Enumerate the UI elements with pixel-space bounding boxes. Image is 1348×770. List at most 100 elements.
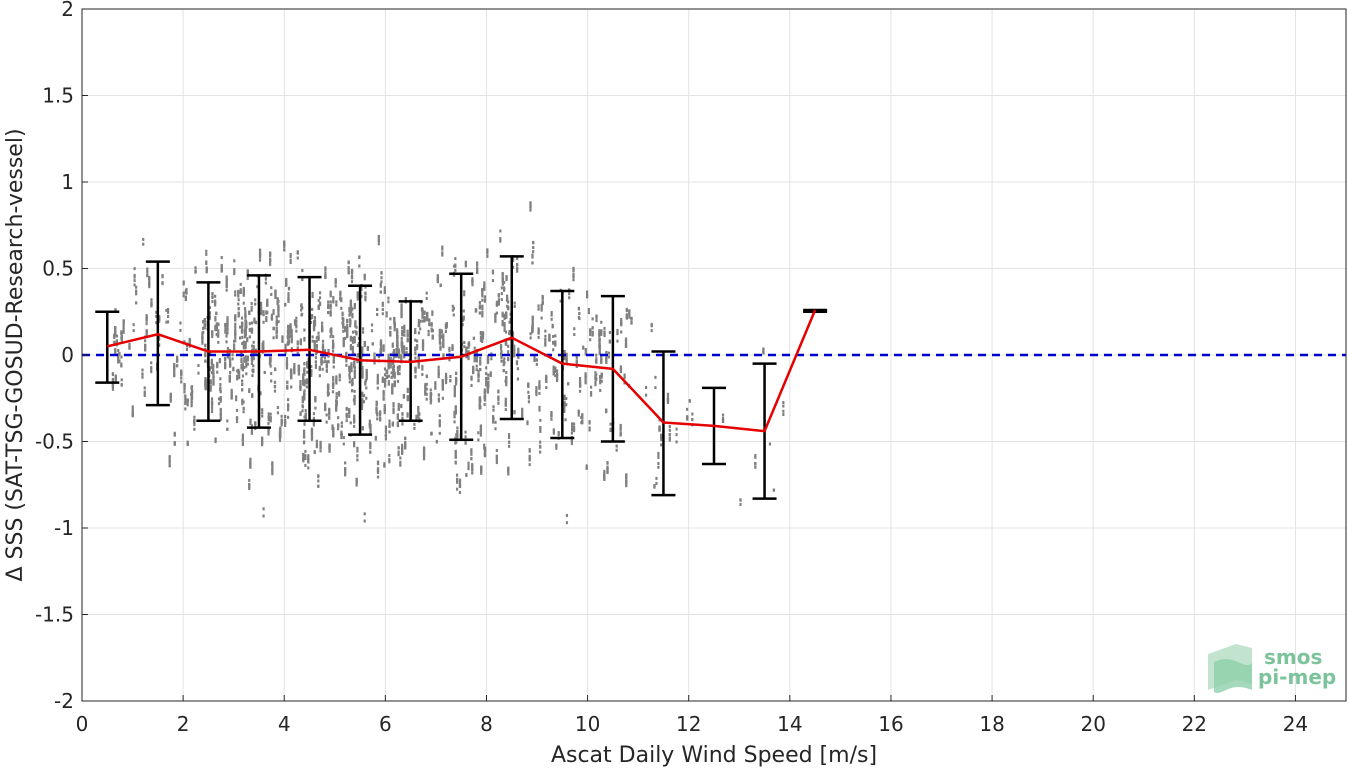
scatter-point: [254, 298, 257, 302]
scatter-point: [244, 342, 247, 346]
scatter-point: [400, 343, 403, 347]
scatter-point: [284, 351, 287, 355]
scatter-point: [552, 348, 555, 352]
scatter-point: [565, 355, 568, 359]
scatter-point: [350, 276, 354, 280]
scatter-point: [251, 393, 254, 397]
scatter-point: [258, 248, 262, 252]
scatter-point: [429, 394, 432, 398]
scatter-point: [293, 363, 296, 367]
scatter-point: [582, 346, 585, 350]
scatter-point: [499, 344, 503, 348]
scatter-point: [414, 356, 417, 360]
scatter-point: [241, 342, 244, 346]
scatter-point: [319, 442, 322, 446]
scatter-point: [190, 390, 194, 394]
scatter-point: [184, 295, 188, 299]
scatter-point: [241, 367, 245, 371]
scatter-point: [278, 433, 282, 437]
scatter-point: [335, 378, 338, 382]
scatter-point: [479, 425, 483, 429]
scatter-point: [572, 428, 576, 432]
scatter-point: [600, 320, 603, 324]
scatter-point: [414, 351, 417, 355]
scatter-point: [603, 473, 606, 477]
scatter-point: [349, 324, 352, 328]
scatter-point: [332, 335, 335, 339]
x-tick-label: 24: [1283, 712, 1308, 736]
scatter-point: [505, 370, 508, 374]
scatter-point: [225, 334, 228, 338]
scatter-point: [436, 274, 439, 278]
scatter-point: [353, 395, 356, 399]
scatter-point: [581, 413, 584, 417]
scatter-point: [551, 324, 554, 328]
scatter-point: [390, 375, 393, 379]
scatter-point: [210, 397, 214, 401]
scatter-point: [225, 288, 228, 292]
scatter-point: [365, 377, 368, 381]
scatter-point: [117, 358, 120, 362]
scatter-point: [388, 425, 391, 429]
scatter-point: [419, 319, 422, 323]
scatter-point: [535, 393, 538, 397]
scatter-point: [363, 344, 366, 348]
scatter-point: [368, 425, 371, 429]
scatter-point: [382, 393, 385, 397]
scatter-point: [339, 292, 342, 296]
scatter-point: [541, 301, 544, 305]
scatter-point: [438, 431, 441, 435]
scatter-point: [528, 456, 531, 460]
scatter-point: [548, 333, 551, 337]
scatter-point: [332, 296, 335, 300]
scatter-point: [318, 374, 321, 378]
scatter-point: [237, 298, 240, 302]
scatter-point: [483, 283, 486, 287]
scatter-point: [379, 339, 383, 343]
scatter-point: [458, 485, 462, 489]
scatter-point: [463, 290, 466, 294]
scatter-point: [606, 471, 609, 475]
scatter-point: [479, 335, 483, 339]
scatter-point: [230, 395, 233, 399]
scatter-point: [495, 311, 499, 315]
scatter-point: [285, 280, 288, 284]
scatter-point: [452, 313, 455, 317]
scatter-point: [161, 275, 164, 279]
scatter-point: [324, 403, 327, 407]
scatter-point: [305, 380, 308, 384]
scatter-point: [388, 430, 391, 434]
scatter-point: [378, 410, 382, 414]
scatter-point: [539, 440, 542, 444]
scatter-point: [431, 329, 434, 333]
scatter-point: [324, 268, 327, 272]
scatter-point: [531, 261, 534, 265]
scatter-point: [668, 428, 671, 432]
scatter-point: [272, 327, 275, 331]
scatter-point: [205, 260, 208, 264]
scatter-point: [477, 431, 480, 435]
scatter-point: [345, 359, 348, 363]
scatter-point: [228, 374, 231, 378]
scatter-point: [370, 329, 374, 333]
scatter-point: [438, 422, 441, 426]
scatter-point: [603, 469, 606, 473]
scatter-point: [495, 461, 498, 465]
scatter-point: [254, 302, 257, 306]
scatter-point: [400, 449, 404, 453]
x-tick-label: 22: [1182, 712, 1207, 736]
scatter-point: [234, 339, 237, 343]
scatter-point: [376, 462, 380, 466]
scatter-point: [150, 361, 153, 365]
scatter-point: [173, 368, 176, 372]
scatter-point: [251, 344, 254, 348]
scatter-point: [323, 360, 327, 364]
scatter-point: [349, 320, 352, 324]
scatter-point: [529, 208, 532, 212]
scatter-point: [464, 441, 467, 445]
scatter-point: [379, 284, 382, 288]
scatter-point: [594, 383, 597, 387]
scatter-point: [453, 410, 456, 414]
scatter-point: [414, 328, 417, 332]
